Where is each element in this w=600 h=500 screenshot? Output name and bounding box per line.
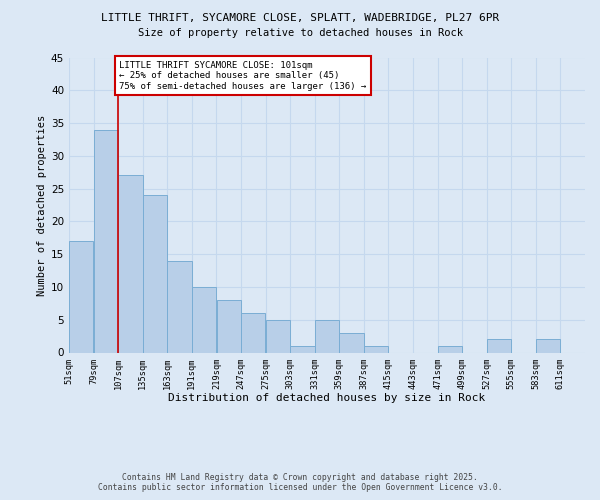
Bar xyxy=(290,346,314,352)
Bar xyxy=(315,320,339,352)
Bar xyxy=(94,130,118,352)
Bar xyxy=(192,287,216,352)
Bar xyxy=(536,340,560,352)
Text: LITTLE THRIFT, SYCAMORE CLOSE, SPLATT, WADEBRIDGE, PL27 6PR: LITTLE THRIFT, SYCAMORE CLOSE, SPLATT, W… xyxy=(101,12,499,22)
Bar xyxy=(340,333,364,352)
Bar xyxy=(241,313,265,352)
Text: Contains HM Land Registry data © Crown copyright and database right 2025.
Contai: Contains HM Land Registry data © Crown c… xyxy=(98,473,502,492)
Text: LITTLE THRIFT SYCAMORE CLOSE: 101sqm
← 25% of detached houses are smaller (45)
7: LITTLE THRIFT SYCAMORE CLOSE: 101sqm ← 2… xyxy=(119,61,366,90)
Bar xyxy=(69,241,94,352)
Bar xyxy=(118,176,143,352)
Bar xyxy=(487,340,511,352)
Bar xyxy=(143,195,167,352)
Bar xyxy=(266,320,290,352)
Bar xyxy=(167,260,192,352)
Bar xyxy=(364,346,388,352)
Bar xyxy=(217,300,241,352)
Bar xyxy=(438,346,462,352)
Text: Size of property relative to detached houses in Rock: Size of property relative to detached ho… xyxy=(137,28,463,38)
X-axis label: Distribution of detached houses by size in Rock: Distribution of detached houses by size … xyxy=(169,393,485,403)
Y-axis label: Number of detached properties: Number of detached properties xyxy=(37,114,47,296)
